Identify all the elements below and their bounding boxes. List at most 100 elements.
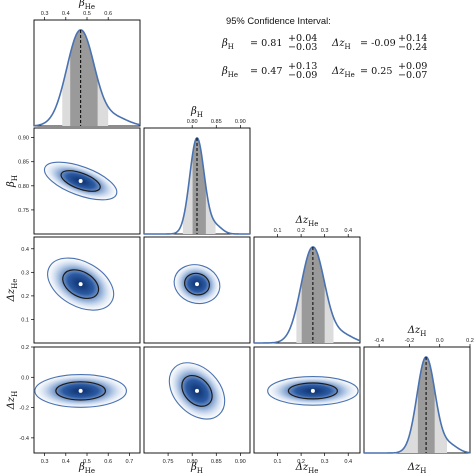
- left-tick-label: 0.2: [21, 294, 29, 300]
- left-axis-label-dz_H: ΔzH: [6, 391, 19, 411]
- joint-dz_He-dz_H: [253, 346, 362, 454]
- left-tick-label: 0.90: [18, 136, 29, 142]
- ci-entry-plus: +0.13: [288, 61, 317, 72]
- ci-title: 95% Confidence Interval:: [226, 15, 331, 26]
- median-point: [78, 388, 83, 393]
- top-axis-label: ΔzH: [407, 325, 427, 338]
- top-axis-label: ΔzHe: [295, 215, 319, 228]
- joint-beta_He-beta_H: [33, 127, 141, 235]
- joint-beta_He-dz_H: [31, 346, 141, 454]
- median-point: [195, 388, 199, 393]
- left-tick-label: 0.4: [21, 247, 29, 253]
- bottom-tick-label: 0.5: [83, 459, 91, 465]
- top-tick-label: 0.80: [187, 119, 198, 125]
- confidence-interval-panel: 95% Confidence Interval: βH = 0.81 +0.04−0…: [221, 15, 427, 81]
- top-axis-label: βHe: [78, 0, 95, 11]
- ci-entry-label: ΔzH: [331, 38, 351, 51]
- contour-95: [267, 376, 359, 406]
- top-tick-label: 0.0: [436, 338, 444, 344]
- bottom-tick-label: 0.75: [163, 459, 174, 465]
- bottom-tick-label: 0.3: [321, 459, 329, 465]
- left-tick-label: 0.75: [18, 208, 29, 214]
- contour-68: [62, 269, 100, 300]
- bottom-axis-label-dz_He: ΔzHe: [295, 462, 319, 474]
- contour-95: [168, 362, 226, 420]
- ci-entry: ΔzH = -0.09 +0.14−0.24: [331, 33, 427, 53]
- marginal-dz_H: -0.4 -0.2 0.0 0.2 ΔzH: [363, 325, 474, 454]
- top-axis-label: βH: [190, 106, 203, 119]
- median-point: [310, 388, 315, 393]
- ci-entry-plus: +0.14: [398, 33, 427, 44]
- left-tick-label: 0.3: [21, 270, 29, 276]
- marginal-beta_H: 0.80 0.85 0.90 βH: [143, 106, 251, 235]
- joint-beta_H-dz_H: [143, 346, 251, 454]
- top-tick-label: 0.4: [344, 228, 352, 234]
- bottom-tick-label: 0.7: [126, 459, 134, 465]
- contour-95: [43, 161, 118, 201]
- ci-entry: βH = 0.81 +0.04−0.03: [221, 33, 317, 53]
- joint-beta_H-dz_He: [143, 236, 251, 344]
- bottom-tick-label: 0.90: [235, 459, 246, 465]
- contour-68: [55, 381, 107, 401]
- ci-entry-plus: +0.09: [398, 61, 427, 72]
- ci-entry-value: = 0.81: [250, 38, 282, 49]
- left-tick-label: 0.0: [21, 375, 29, 381]
- ci-entry-minus: −0.24: [398, 42, 427, 53]
- ci-entry-label: βHe: [221, 66, 238, 79]
- ci-entry-value: = -0.09: [360, 38, 396, 49]
- top-tick-label: 0.5: [83, 11, 91, 17]
- ci-entry-minus: −0.07: [398, 70, 427, 81]
- marginal-beta_He: 0.3 0.4 0.5 0.6 βHe: [33, 0, 141, 127]
- ci-entry-minus: −0.09: [288, 70, 317, 81]
- top-tick-label: -0.4: [374, 338, 384, 344]
- left-tick-label: 0.2: [21, 345, 29, 351]
- density-line: [364, 356, 471, 454]
- bottom-tick-label: 0.6: [104, 459, 112, 465]
- density-line: [253, 246, 361, 344]
- top-tick-label: 0.90: [235, 119, 246, 125]
- left-axis-label-dz_He: ΔzHe: [6, 279, 19, 303]
- contour-68: [60, 170, 101, 192]
- ci-entry-plus: +0.04: [288, 33, 317, 44]
- density-line: [144, 136, 250, 235]
- density-line: [33, 29, 141, 127]
- bottom-tick-label: 0.85: [211, 459, 222, 465]
- left-tick-label: -0.4: [19, 436, 29, 442]
- ci-entry: ΔzHe = 0.25 +0.09−0.07: [331, 61, 427, 81]
- ci-entry-value: = 0.25: [360, 66, 392, 77]
- ci-entry: βHe = 0.47 +0.13−0.09: [221, 61, 317, 81]
- joint-beta_He-dz_He: [33, 236, 141, 344]
- left-tick-label: 0.1: [21, 317, 29, 323]
- bottom-tick-label: 0.4: [344, 459, 352, 465]
- bottom-axis-label-dz_H: ΔzH: [407, 462, 427, 474]
- top-tick-label: -0.2: [405, 338, 415, 344]
- top-tick-label: 0.85: [211, 119, 222, 125]
- top-tick-label: 0.3: [321, 228, 329, 234]
- left-tick-label: 0.85: [18, 160, 29, 166]
- ci-entry-label: ΔzHe: [331, 66, 355, 79]
- contour-68: [184, 272, 210, 296]
- bottom-tick-label: 0.3: [41, 459, 49, 465]
- bottom-axis-label-beta_H: βH: [190, 462, 203, 474]
- ci-entry-label: βH: [221, 38, 234, 51]
- contour-95: [173, 264, 221, 305]
- contour-68: [287, 382, 338, 400]
- top-tick-label: 0.4: [62, 11, 70, 17]
- top-tick-label: 0.6: [104, 11, 112, 17]
- bottom-tick-label: 0.1: [274, 459, 282, 465]
- bottom-tick-label: 0.2: [297, 459, 305, 465]
- median-point: [195, 282, 199, 287]
- marginal-dz_He: 0.1 0.2 0.3 0.4 ΔzHe: [253, 215, 361, 344]
- median-point: [78, 282, 83, 287]
- left-tick-label: 0.80: [18, 184, 29, 190]
- bottom-tick-label: 0.80: [187, 459, 198, 465]
- top-tick-label: 0.1: [274, 228, 282, 234]
- top-tick-label: 0.2: [297, 228, 305, 234]
- top-tick-label: 0.2: [466, 338, 474, 344]
- ci-rows: βH = 0.81 +0.04−0.03 ΔzH = -0.09 +0.14−0.24 βH…: [221, 33, 427, 81]
- ci-entry-minus: −0.03: [288, 42, 317, 53]
- left-tick-label: -0.2: [19, 406, 29, 412]
- top-tick-label: 0.3: [41, 11, 49, 17]
